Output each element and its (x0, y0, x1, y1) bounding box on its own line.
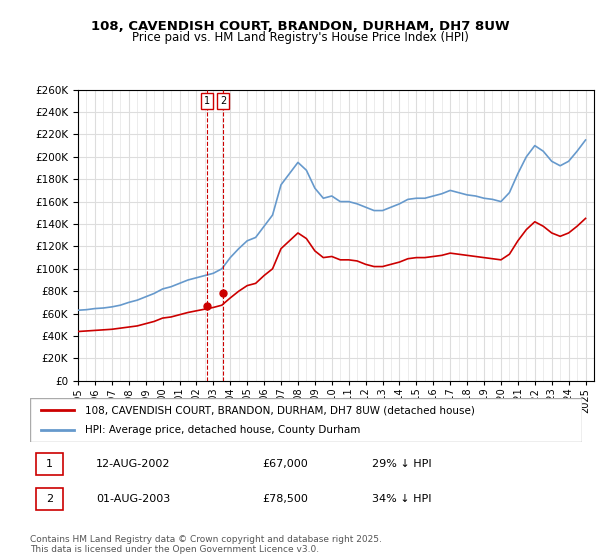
FancyBboxPatch shape (35, 488, 63, 510)
Text: £67,000: £67,000 (262, 459, 308, 469)
Text: £78,500: £78,500 (262, 494, 308, 504)
Text: 2: 2 (220, 96, 226, 106)
Text: 01-AUG-2003: 01-AUG-2003 (96, 494, 170, 504)
Text: 29% ↓ HPI: 29% ↓ HPI (372, 459, 432, 469)
Text: 108, CAVENDISH COURT, BRANDON, DURHAM, DH7 8UW: 108, CAVENDISH COURT, BRANDON, DURHAM, D… (91, 20, 509, 32)
Text: HPI: Average price, detached house, County Durham: HPI: Average price, detached house, Coun… (85, 425, 361, 435)
Text: Contains HM Land Registry data © Crown copyright and database right 2025.
This d: Contains HM Land Registry data © Crown c… (30, 535, 382, 554)
Text: 12-AUG-2002: 12-AUG-2002 (96, 459, 171, 469)
FancyBboxPatch shape (30, 398, 582, 442)
Text: 1: 1 (46, 459, 53, 469)
Text: 1: 1 (204, 96, 210, 106)
Text: 2: 2 (46, 494, 53, 504)
Text: Price paid vs. HM Land Registry's House Price Index (HPI): Price paid vs. HM Land Registry's House … (131, 31, 469, 44)
FancyBboxPatch shape (35, 452, 63, 475)
Text: 34% ↓ HPI: 34% ↓ HPI (372, 494, 432, 504)
Text: 108, CAVENDISH COURT, BRANDON, DURHAM, DH7 8UW (detached house): 108, CAVENDISH COURT, BRANDON, DURHAM, D… (85, 405, 475, 415)
